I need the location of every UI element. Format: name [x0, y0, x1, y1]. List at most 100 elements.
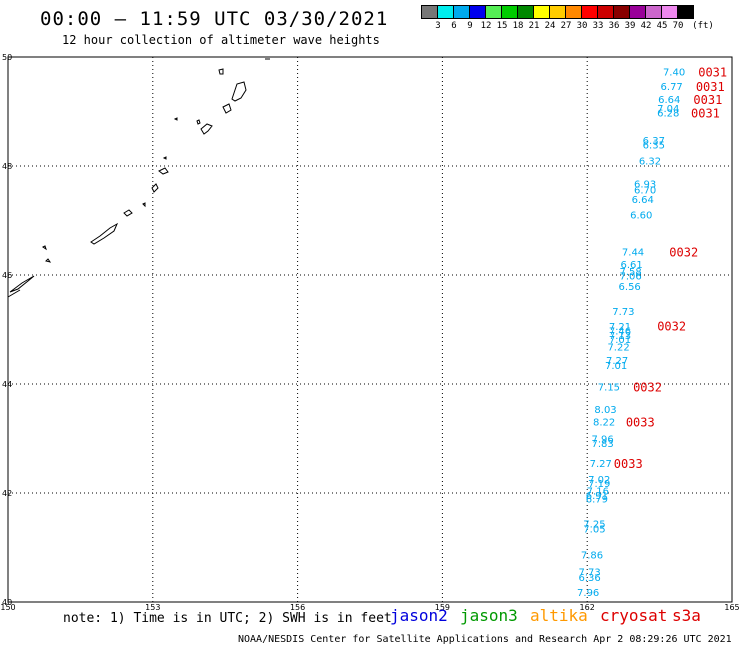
color-scale-label: 70 [672, 21, 684, 31]
color-scale-label: 21 [528, 21, 540, 31]
wave-height-point: 6.61 [620, 260, 642, 271]
chart-subtitle: 12 hour collection of altimeter wave hei… [62, 33, 380, 47]
coastline-island [42, 245, 47, 251]
wave-height-point: 6.37 [643, 136, 665, 147]
y-tick-label: 48 [2, 162, 12, 171]
wave-height-point: 7.27 [590, 459, 612, 470]
footer-credit: NOAA/NESDIS Center for Satellite Applica… [238, 634, 732, 645]
pass-time-label: 0033 [626, 416, 655, 430]
wave-height-point: 7.15 [598, 383, 620, 394]
color-scale-label: 42 [640, 21, 652, 31]
wave-height-point: 7.04 [657, 104, 679, 115]
wave-height-point: 7.86 [581, 551, 603, 562]
y-tick-label: 50 [2, 53, 12, 62]
wave-height-point: 7.16 [587, 486, 609, 497]
satellite-label: jason2 [390, 606, 448, 625]
color-scale-label: 27 [560, 21, 572, 31]
satellite-label: s3a [672, 606, 701, 625]
wave-height-point: 6.32 [639, 157, 661, 168]
pass-time-label: 0032 [669, 246, 698, 260]
coastline-island [173, 117, 178, 121]
wave-height-point: 7.02 [588, 475, 610, 486]
coastline-island [222, 103, 232, 114]
wave-height-point: 7.58 [620, 267, 642, 278]
wave-height-point: 6.64 [632, 195, 654, 206]
coastline-island [151, 183, 159, 193]
plot-frame [7, 56, 733, 603]
color-scale-label: 45 [656, 21, 668, 31]
wave-height-point: 6.79 [586, 494, 608, 505]
chart-note: note: 1) Time is in UTC; 2) SWH is in fe… [63, 611, 392, 626]
color-scale-labels: 3 6 9 12 15 18 21 24 27 30 33 36 39 42 45 70 (ft) [421, 21, 740, 35]
pass-time-label: 0033 [614, 457, 643, 471]
pass-time-label: 0031 [696, 80, 725, 94]
wave-height-point: 6.56 [619, 282, 641, 293]
wave-height-point: 7.06 [620, 272, 642, 283]
wave-height-point: 7.83 [592, 439, 614, 450]
coastline-island [7, 289, 21, 298]
coastline-island [90, 222, 119, 245]
coastline-island [158, 167, 169, 175]
satellite-label: cryosat [600, 606, 668, 625]
color-scale-label: 9 [467, 21, 473, 31]
wave-height-point: 6.60 [630, 211, 652, 222]
pass-time-label: 0031 [691, 107, 720, 121]
x-tick-label: 150 [0, 603, 15, 612]
y-tick-label: 44 [2, 380, 12, 389]
wave-height-point: 7.40 [663, 68, 685, 79]
wave-height-point: 6.64 [658, 95, 680, 106]
wave-height-point: 7.27 [606, 356, 628, 367]
x-tick-label: 159 [435, 603, 450, 612]
coastline-island [231, 81, 247, 102]
color-scale-swatches [421, 5, 694, 19]
wave-height-point: 7.13 [609, 331, 631, 342]
pass-time-label: 0032 [657, 320, 686, 334]
wave-height-point: 6.28 [657, 109, 679, 120]
color-scale-label: 12 [480, 21, 492, 31]
coastline-island [45, 258, 52, 263]
wave-height-point: 6.70 [634, 185, 656, 196]
color-scale-label: 15 [496, 21, 508, 31]
wave-height-point: 7.01 [609, 335, 631, 346]
coastline-island [218, 68, 224, 75]
color-scale-label: 18 [512, 21, 524, 31]
y-tick-label: 40 [2, 598, 12, 607]
coastline-island [162, 156, 167, 160]
x-tick-label: 156 [290, 603, 305, 612]
wave-height-point: 6.77 [661, 82, 683, 93]
coastline-island [9, 275, 35, 293]
color-scale-label: 36 [608, 21, 620, 31]
color-swatch [677, 5, 694, 19]
x-tick-label: 162 [580, 603, 595, 612]
chart-title: 00:00 – 11:59 UTC 03/30/2021 [40, 8, 389, 30]
wave-height-point: 7.73 [612, 307, 634, 318]
color-scale-unit: (ft) [692, 21, 714, 31]
y-tick-label: 42 [2, 489, 12, 498]
x-tick-label: 153 [145, 603, 160, 612]
color-scale-label: 39 [624, 21, 636, 31]
satellite-label: altika [530, 606, 588, 625]
color-scale-label: 6 [451, 21, 457, 31]
wave-height-point: 7.22 [607, 342, 629, 353]
color-scale-legend: 3 6 9 12 15 18 21 24 27 30 33 36 39 42 45 70 (ft) [421, 5, 714, 31]
color-scale-label: 24 [544, 21, 556, 31]
wave-height-point: 7.25 [583, 520, 605, 531]
wave-height-point: 7.44 [622, 248, 644, 259]
wave-height-point: 7.21 [609, 322, 631, 333]
pass-time-label: 0031 [693, 93, 722, 107]
wave-height-point: 6.91 [586, 491, 608, 502]
wave-height-point: 6.93 [634, 179, 656, 190]
coastline-island [200, 123, 213, 135]
wave-height-point: 8.22 [593, 418, 615, 429]
color-scale-label: 3 [435, 21, 441, 31]
satellite-label: jason3 [460, 606, 518, 625]
wave-height-point: 7.96 [577, 588, 599, 599]
coastline-island [196, 119, 201, 125]
wave-height-point: 7.96 [592, 435, 614, 446]
wave-height-point: 6.35 [643, 141, 665, 152]
wave-height-point: 7.19 [588, 479, 610, 490]
y-tick-label: 46 [2, 271, 12, 280]
wave-height-point: 7.01 [605, 361, 627, 372]
wave-height-point: 8.03 [594, 405, 616, 416]
